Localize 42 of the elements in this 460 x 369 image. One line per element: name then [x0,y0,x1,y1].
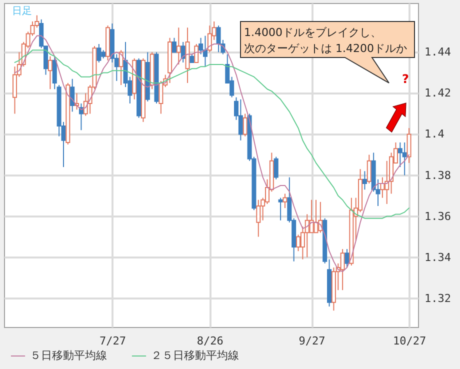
y-tick-label: 1.32 [424,292,451,305]
candlestick [274,156,278,180]
x-tick-label: 8/26 [196,334,224,348]
y-tick-label: 1.4 [424,128,445,141]
legend-label: ２５日移動平均線 [151,349,239,362]
candlestick [194,44,199,63]
annotation: 1.4000ドルをブレイクし、 [244,25,382,41]
y-tick-label: 1.38 [424,168,451,182]
y-tick-label: 1.36 [424,210,451,223]
candlestick [180,41,186,63]
candlestick [402,142,407,176]
candlestick [70,78,75,112]
y-tick-label: 1.42 [424,86,451,100]
annotation: ? [402,72,409,86]
candlestick [242,113,248,137]
candlestick [118,50,124,86]
candlestick [296,234,301,252]
candlestick [278,197,283,221]
candlestick [362,170,367,190]
annotation: 次のターゲットは 1.4200ドルか [244,41,407,57]
candlestick [344,248,350,268]
candlestick [256,199,261,238]
candlestick [158,80,164,114]
y-tick-label: 1.34 [424,250,452,264]
x-tick-label: 10/27 [392,334,426,348]
candlestick [216,25,221,53]
candlestick [48,56,52,90]
candlestick [340,248,345,291]
annotation: 日足 [12,5,32,18]
candlestick [238,98,243,141]
candlestick [176,27,181,66]
y-tick-label: 1.44 [424,46,452,59]
candlestick [282,193,288,209]
candlestick [202,35,208,68]
candlestick [96,44,102,63]
candlestick [406,128,412,164]
legend-label: ５日移動平均線 [30,349,107,362]
x-tick-label: 9/27 [298,334,326,348]
x-tick-label: 7/27 [99,334,126,348]
candlestick [52,56,57,90]
candlestick [172,37,176,53]
candlestick [366,154,372,184]
